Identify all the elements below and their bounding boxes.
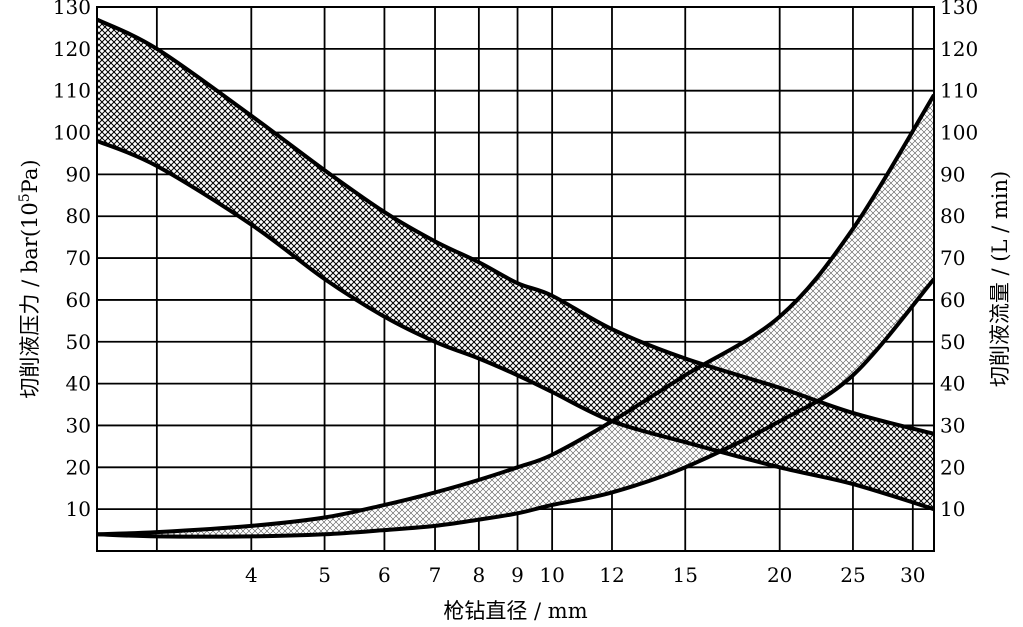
- y-left-tick-label: 60: [66, 288, 91, 312]
- y-right-tick-label: 130: [940, 0, 978, 19]
- plot-frame: [96, 6, 935, 552]
- x-tick-label: 30: [900, 563, 925, 587]
- x-axis-title: 枪钻直径 / mm: [443, 599, 587, 623]
- flow-lower-curve: [97, 277, 934, 539]
- y-right-tick-label: 30: [940, 413, 965, 437]
- y-left-tick-label: 100: [53, 121, 91, 145]
- y-right-tick-label: 40: [940, 372, 965, 396]
- x-tick-label: 15: [673, 563, 698, 587]
- y-right-tick-label: 80: [940, 204, 965, 228]
- y-left-title-sup: 5: [17, 193, 33, 202]
- y-left-tick-label: 10: [66, 497, 91, 521]
- y-right-tick-label: 10: [940, 497, 965, 521]
- x-tick-label: 10: [539, 563, 564, 587]
- y-left-tick-label: 120: [53, 37, 91, 61]
- y-right-tick-label: 20: [940, 455, 965, 479]
- y-left-title-prefix: 切削液压力 / bar(10: [18, 202, 42, 398]
- pressure-lower-curve: [97, 139, 934, 512]
- x-tick-label: 6: [378, 563, 391, 587]
- y-left-tick-labels: 10 20 30 40 50 60 70 80 90 100 110 120 130: [53, 0, 91, 521]
- pressure-band: [97, 19, 934, 510]
- y-right-tick-label: 50: [940, 330, 965, 354]
- x-tick-label: 4: [245, 563, 258, 587]
- y-right-tick-label: 120: [940, 37, 978, 61]
- y-left-tick-label: 80: [66, 204, 91, 228]
- y-right-tick-label: 60: [940, 288, 965, 312]
- y-right-tick-label: 110: [940, 79, 978, 103]
- y-right-tick-labels: 10 20 30 40 50 60 70 80 90 100 110 120 130: [940, 0, 978, 521]
- y-left-tick-label: 50: [66, 330, 91, 354]
- y-left-tick-label: 40: [66, 372, 91, 396]
- y-left-tick-label: 20: [66, 455, 91, 479]
- y-left-axis-title: 切削液压力 / bar(105Pa): [17, 159, 42, 398]
- y-left-tick-label: 70: [66, 246, 91, 270]
- pressure-upper-curve: [97, 17, 934, 436]
- x-tick-label: 20: [767, 563, 792, 587]
- y-left-tick-label: 90: [66, 162, 91, 186]
- y-left-tick-label: 130: [53, 0, 91, 19]
- x-tick-label: 5: [318, 563, 331, 587]
- y-right-tick-label: 70: [940, 246, 965, 270]
- y-left-title-suffix: Pa): [18, 159, 42, 193]
- x-tick-label: 25: [840, 563, 865, 587]
- x-tick-label: 8: [473, 563, 486, 587]
- flow-upper-curve: [97, 93, 934, 537]
- y-right-tick-label: 100: [940, 121, 978, 145]
- x-tick-label: 12: [599, 563, 624, 587]
- y-left-tick-label: 30: [66, 413, 91, 437]
- x-tick-label: 9: [511, 563, 524, 587]
- curves: [97, 17, 934, 539]
- x-tick-label: 7: [429, 563, 442, 587]
- y-left-tick-label: 110: [53, 79, 91, 103]
- y-right-tick-label: 90: [940, 162, 965, 186]
- y-right-axis-title: 切削液流量 / (L / min): [988, 171, 1012, 387]
- bands: [97, 19, 934, 537]
- x-tick-labels: 4 5 6 7 8 9 10 12 15 20 25 30: [245, 563, 926, 587]
